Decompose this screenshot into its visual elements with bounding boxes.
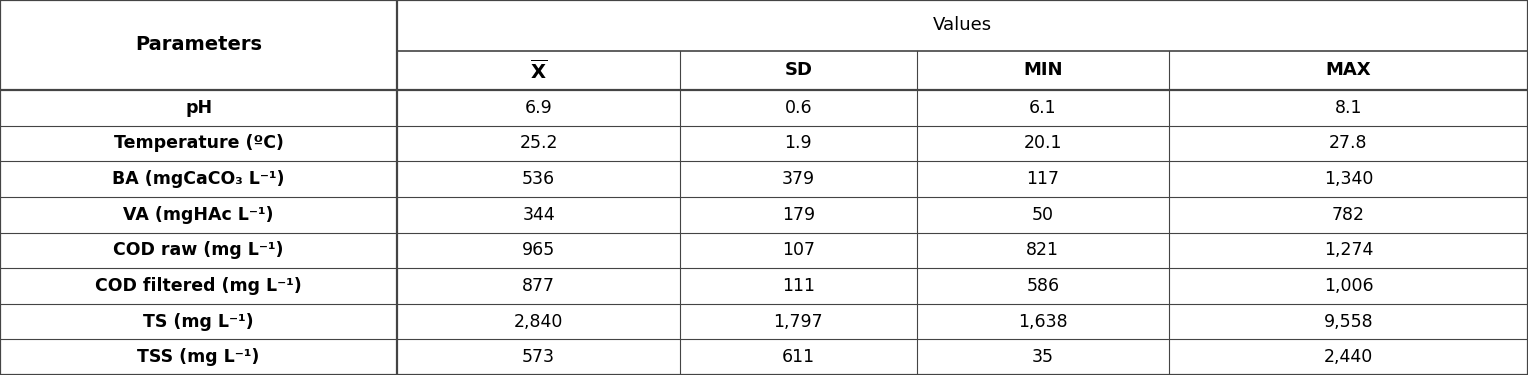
Text: MIN: MIN [1024,61,1062,80]
Text: 27.8: 27.8 [1329,134,1368,152]
Text: Temperature (ºC): Temperature (ºC) [113,134,284,152]
Text: 2,440: 2,440 [1323,348,1374,366]
Text: 1.9: 1.9 [784,134,813,152]
Text: 20.1: 20.1 [1024,134,1062,152]
Text: COD raw (mg L⁻¹): COD raw (mg L⁻¹) [113,242,284,260]
Text: 821: 821 [1027,242,1059,260]
Text: 611: 611 [782,348,814,366]
Text: 1,638: 1,638 [1018,313,1068,331]
Text: 1,274: 1,274 [1323,242,1374,260]
Text: 35: 35 [1031,348,1054,366]
Text: MAX: MAX [1326,61,1371,80]
Text: Parameters: Parameters [134,36,263,54]
Text: 586: 586 [1027,277,1059,295]
Text: SD: SD [784,61,813,80]
Text: 344: 344 [523,206,555,224]
Text: Values: Values [934,16,992,34]
Text: BA (mgCaCO₃ L⁻¹): BA (mgCaCO₃ L⁻¹) [113,170,284,188]
Text: 6.1: 6.1 [1028,99,1057,117]
Text: 6.9: 6.9 [524,99,553,117]
Text: TS (mg L⁻¹): TS (mg L⁻¹) [144,313,254,331]
Text: TSS (mg L⁻¹): TSS (mg L⁻¹) [138,348,260,366]
Text: 965: 965 [523,242,555,260]
Text: 573: 573 [523,348,555,366]
Text: $\mathbf{\overline{X}}$: $\mathbf{\overline{X}}$ [530,58,547,82]
Text: COD filtered (mg L⁻¹): COD filtered (mg L⁻¹) [95,277,303,295]
Text: 111: 111 [782,277,814,295]
Text: 1,797: 1,797 [773,313,824,331]
Text: 2,840: 2,840 [513,313,564,331]
Text: 877: 877 [523,277,555,295]
Text: 9,558: 9,558 [1323,313,1374,331]
Text: 536: 536 [523,170,555,188]
Text: 782: 782 [1332,206,1365,224]
Text: 0.6: 0.6 [784,99,813,117]
Text: 179: 179 [782,206,814,224]
Text: 25.2: 25.2 [520,134,558,152]
Text: 379: 379 [782,170,814,188]
Text: 8.1: 8.1 [1335,99,1361,117]
Text: 1,340: 1,340 [1323,170,1374,188]
Text: 117: 117 [1027,170,1059,188]
Text: 1,006: 1,006 [1323,277,1374,295]
Text: 50: 50 [1031,206,1054,224]
Text: VA (mgHAc L⁻¹): VA (mgHAc L⁻¹) [124,206,274,224]
Text: 107: 107 [782,242,814,260]
Text: pH: pH [185,99,212,117]
